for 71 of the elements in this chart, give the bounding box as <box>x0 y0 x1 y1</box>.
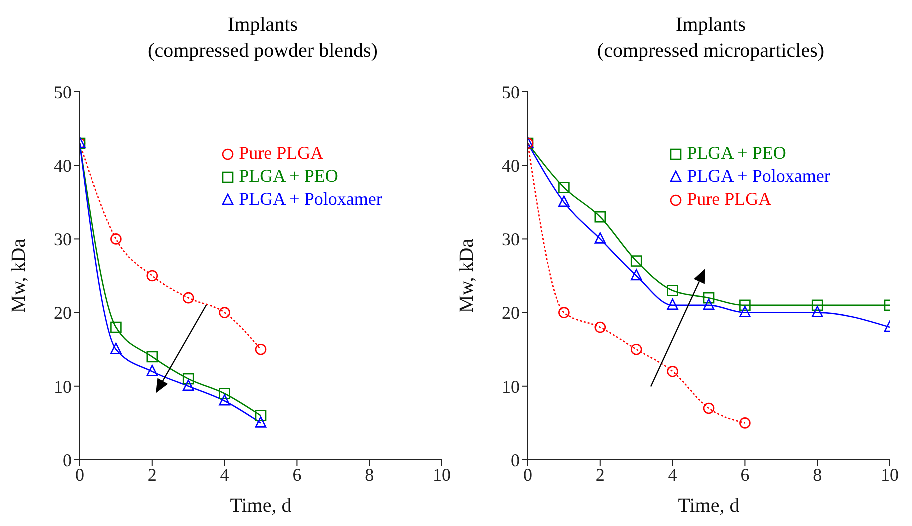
y-tick-label: 20 <box>502 303 520 324</box>
y-tick-label: 10 <box>54 376 72 397</box>
point <box>667 366 678 378</box>
legend-label: PLGA + PEO <box>687 142 786 165</box>
x-tick-label: 8 <box>365 464 374 485</box>
point <box>740 300 751 312</box>
y-tick-label: 0 <box>511 450 520 470</box>
legend-label: Pure PLGA <box>239 142 324 165</box>
legend-label: Pure PLGA <box>687 188 772 211</box>
point <box>594 322 606 334</box>
point <box>558 196 570 208</box>
point <box>630 256 642 267</box>
point <box>182 373 194 385</box>
x-tick-label: 2 <box>148 464 157 485</box>
chart-title: Implants (compressed powder blends) <box>147 13 379 64</box>
point <box>558 307 570 318</box>
legend-label: PLGA + PEO <box>239 165 338 188</box>
y-tick-label: 30 <box>54 230 72 250</box>
x-axis-title: Time, d <box>678 495 740 517</box>
legend-label: PLGA + Poloxamer <box>687 165 830 188</box>
x-tick-label: 4 <box>668 464 678 485</box>
x-tick-label: 4 <box>220 464 230 485</box>
y-tick-label: 50 <box>502 82 520 102</box>
point <box>146 270 158 282</box>
point <box>667 285 678 296</box>
x-tick-label: 0 <box>524 464 532 485</box>
point <box>630 344 642 356</box>
point <box>703 402 715 414</box>
point <box>182 292 194 304</box>
point <box>219 394 230 406</box>
y-axis-title: Mw, kDa <box>456 238 478 314</box>
point <box>219 388 230 400</box>
point <box>630 269 642 281</box>
point <box>740 306 751 318</box>
x-tick-label: 6 <box>740 464 750 485</box>
point <box>255 344 267 356</box>
point <box>703 298 715 310</box>
y-tick-label: 50 <box>54 82 72 102</box>
point <box>255 416 267 428</box>
point <box>812 300 824 312</box>
point <box>594 232 606 244</box>
x-tick-label: 8 <box>813 464 822 485</box>
point <box>182 380 194 392</box>
point <box>146 365 158 376</box>
x-tick-label: 10 <box>881 464 899 485</box>
y-tick-label: 30 <box>502 230 520 250</box>
point <box>255 410 267 422</box>
x-tick-label: 2 <box>596 464 605 485</box>
x-tick-label: 0 <box>76 464 84 485</box>
y-tick-label: 40 <box>502 156 520 176</box>
x-tick-label: 10 <box>433 464 451 485</box>
chart-title: Implants (compressed microparticles) <box>596 13 826 64</box>
point <box>110 322 122 334</box>
point <box>812 306 824 318</box>
point <box>146 351 158 363</box>
x-axis-title: Time, d <box>230 495 292 517</box>
point <box>219 307 230 318</box>
point <box>110 234 122 245</box>
y-tick-label: 40 <box>54 156 72 176</box>
x-tick-label: 6 <box>292 464 302 485</box>
y-tick-label: 0 <box>63 450 72 470</box>
y-tick-label: 10 <box>502 376 520 397</box>
point <box>667 298 678 310</box>
point <box>740 418 751 429</box>
point <box>703 292 715 304</box>
point <box>594 211 606 223</box>
y-tick-label: 20 <box>54 303 72 324</box>
legend-label: PLGA + Poloxamer <box>239 188 382 211</box>
point <box>110 342 122 354</box>
point <box>558 182 570 194</box>
y-axis-title: Mw, kDa <box>8 238 30 314</box>
